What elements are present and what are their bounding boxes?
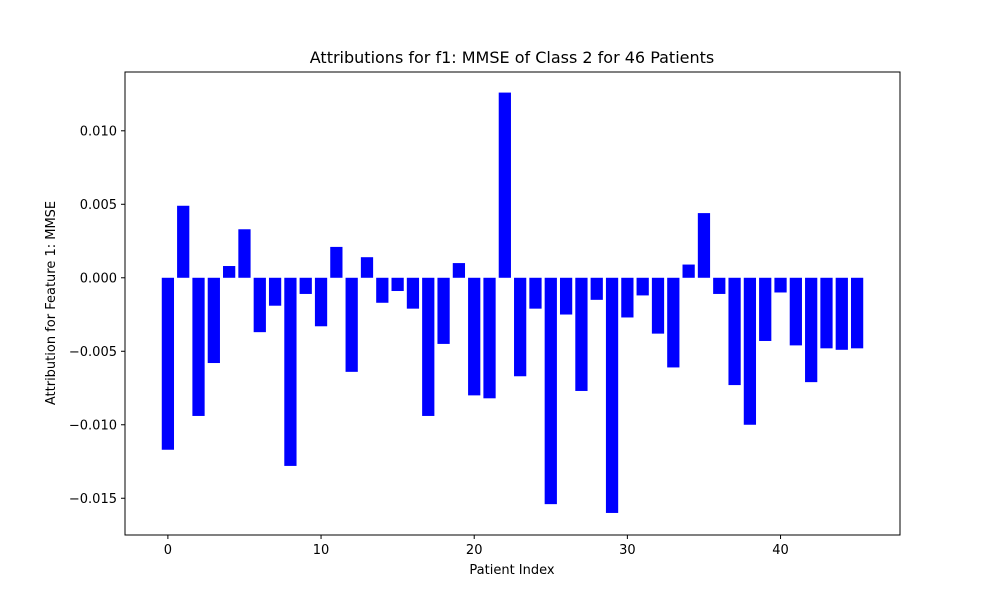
bar-patient-4 (223, 266, 236, 278)
bar-patient-15 (391, 277, 404, 292)
bar-patient-16 (406, 277, 420, 309)
bar-patient-10 (314, 277, 328, 327)
y-tick-label: −0.010 (69, 418, 117, 433)
bar-patient-9 (299, 277, 312, 294)
bar-patient-7 (268, 277, 282, 306)
bar-patient-28 (590, 277, 603, 300)
x-tick-label: 30 (619, 543, 636, 558)
bar-patient-11 (330, 246, 343, 278)
bar-patient-27 (575, 277, 588, 391)
bar-patient-23 (514, 277, 527, 377)
bar-patient-3 (207, 277, 220, 364)
bar-patient-12 (345, 277, 358, 372)
bar-patient-40 (774, 277, 787, 293)
bar-patient-22 (498, 92, 511, 278)
plot-frame (124, 71, 901, 536)
y-tick-label: 0.000 (80, 271, 117, 286)
bar-patient-33 (667, 277, 680, 368)
bar-patient-36 (713, 277, 726, 294)
chart-title: Attributions for f1: MMSE of Class 2 for… (310, 48, 714, 67)
y-tick-label: 0.005 (80, 198, 117, 213)
x-tick-label: 20 (466, 543, 483, 558)
x-axis-label: Patient Index (469, 563, 554, 578)
bar-patient-20 (468, 277, 481, 396)
bar-patient-24 (529, 277, 542, 309)
bar-patient-18 (437, 277, 450, 344)
x-axis-ticks: 0 10 20 30 40 (164, 535, 789, 558)
bar-patient-41 (789, 277, 802, 346)
y-axis-ticks: −0.015 −0.010 −0.005 0.000 0.005 0.010 (69, 124, 125, 507)
bar-patient-38 (743, 277, 757, 425)
bar-patient-29 (605, 277, 619, 513)
bar-patient-1 (177, 205, 190, 278)
bar-patient-34 (682, 264, 695, 278)
bar-patient-39 (759, 277, 772, 341)
bar-patient-35 (697, 213, 711, 278)
bar-patient-30 (621, 277, 634, 318)
bar-patient-42 (805, 277, 818, 383)
bar-patient-19 (452, 263, 466, 278)
bar-patient-14 (376, 277, 389, 303)
bar-patient-0 (161, 277, 175, 450)
y-tick-label: −0.015 (69, 492, 117, 507)
bar-patient-44 (835, 277, 848, 350)
bar-patient-21 (483, 277, 496, 399)
bar-patient-31 (636, 277, 649, 296)
bars-group (161, 92, 864, 513)
x-tick-label: 40 (772, 543, 789, 558)
bar-patient-17 (422, 277, 435, 416)
y-tick-label: 0.010 (80, 124, 117, 139)
bar-patient-26 (559, 277, 573, 315)
x-tick-label: 0 (164, 543, 172, 558)
bar-patient-13 (360, 257, 374, 278)
bar-patient-2 (192, 277, 205, 416)
bar-patient-37 (728, 277, 741, 386)
y-axis-label: Attribution for Feature 1: MMSE (44, 201, 59, 405)
x-tick-label: 10 (313, 543, 330, 558)
bar-patient-8 (284, 277, 297, 466)
bar-patient-45 (850, 277, 864, 349)
bar-patient-25 (544, 277, 557, 505)
bar-patient-43 (820, 277, 833, 349)
bar-patient-5 (238, 229, 251, 278)
bar-patient-32 (651, 277, 665, 334)
bar-patient-6 (253, 277, 266, 333)
y-tick-label: −0.005 (69, 345, 117, 360)
